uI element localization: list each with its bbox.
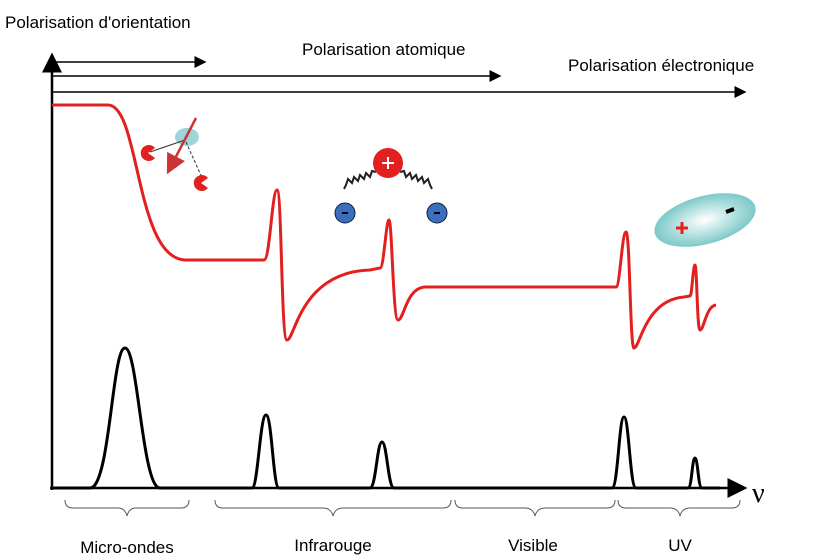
region-label: UV [668, 536, 692, 555]
axis-label: ν [752, 478, 765, 509]
label-atomic: Polarisation atomique [302, 40, 465, 59]
region-label: Infrarouge [294, 536, 372, 555]
region-braces [64, 499, 741, 517]
label-orientation: Polarisation d'orientation [5, 13, 191, 32]
region-label: Visible [508, 536, 558, 555]
range-arrows [53, 56, 747, 98]
region-label: Micro-ondes [80, 538, 174, 557]
axes [42, 52, 748, 498]
dipole-icon [140, 117, 208, 191]
absorption-curve [52, 346, 720, 490]
label-electronic: Polarisation électronique [568, 56, 754, 75]
polarisability-curve [52, 103, 717, 350]
molecule-icon [334, 148, 448, 224]
electron-cloud-icon [654, 193, 756, 247]
